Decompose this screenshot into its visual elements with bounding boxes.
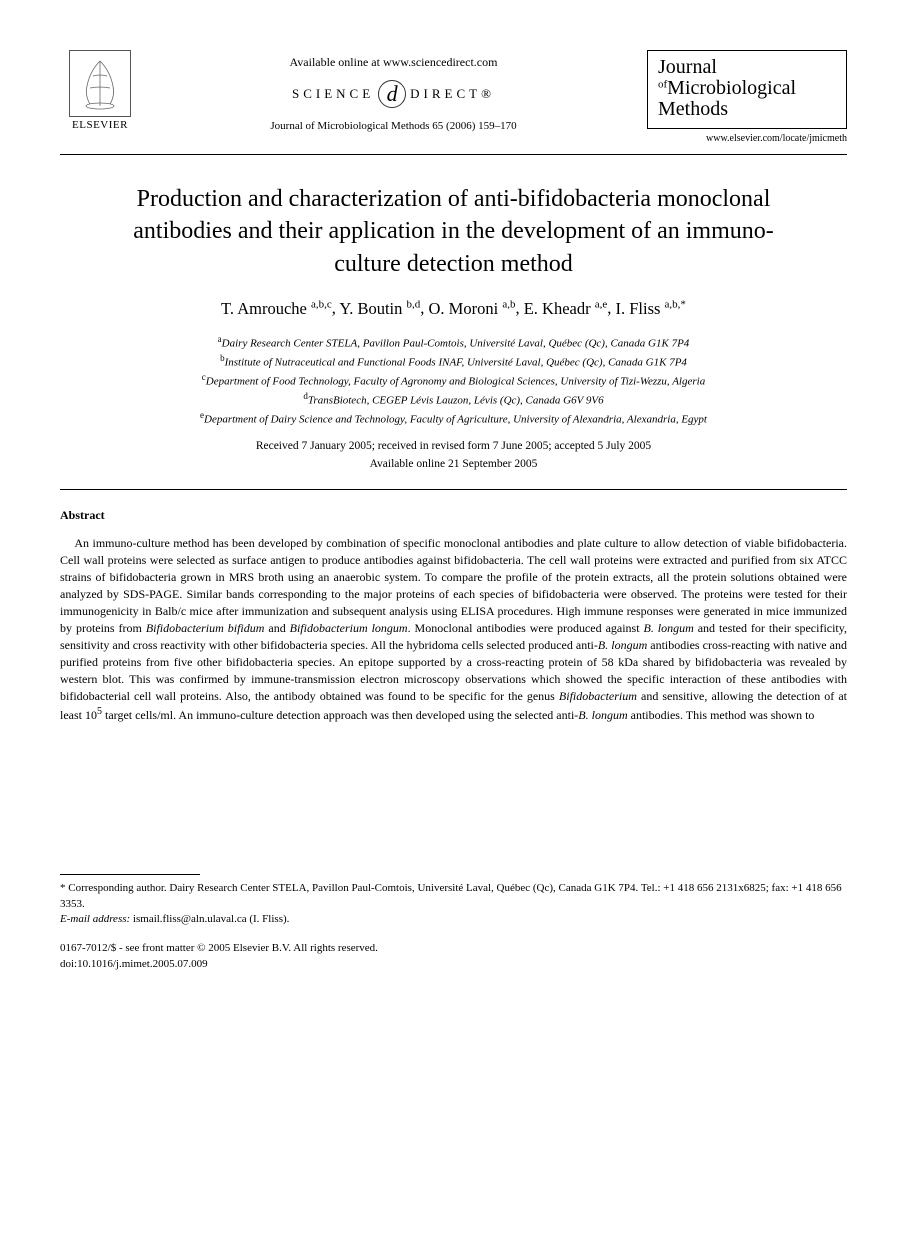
received-date: Received 7 January 2005; received in rev…	[60, 438, 847, 455]
science-direct-logo: SCIENCE d DIRECT®	[292, 80, 495, 108]
header: ELSEVIER Available online at www.science…	[60, 50, 847, 144]
journal-logo-box: Journal ofMicrobiological Methods	[647, 50, 847, 129]
footnotes: * Corresponding author. Dairy Research C…	[60, 881, 847, 927]
author: E. Kheadr a,e	[524, 299, 608, 318]
elsevier-tree-icon	[69, 50, 131, 117]
affiliation: cDepartment of Food Technology, Faculty …	[60, 371, 847, 390]
journal-url: www.elsevier.com/locate/jmicmeth	[647, 133, 847, 144]
available-online-text: Available online at www.sciencedirect.co…	[290, 55, 498, 70]
copyright-block: 0167-7012/$ - see front matter © 2005 El…	[60, 941, 847, 972]
abstract-heading: Abstract	[60, 508, 847, 523]
footer-gap	[60, 724, 847, 874]
publisher-logo-block: ELSEVIER	[60, 50, 140, 131]
author: I. Fliss a,b,*	[615, 299, 685, 318]
abstract-body: An immuno-culture method has been develo…	[60, 535, 847, 724]
sd-at-icon: d	[378, 80, 406, 108]
email-label: E-mail address:	[60, 913, 130, 925]
journal-logo-line3: Methods	[658, 99, 836, 120]
article-dates: Received 7 January 2005; received in rev…	[60, 438, 847, 473]
affiliation-list: aDairy Research Center STELA, Pavillon P…	[60, 333, 847, 429]
header-center: Available online at www.sciencedirect.co…	[140, 50, 647, 132]
author: O. Moroni a,b	[429, 299, 516, 318]
affiliation: aDairy Research Center STELA, Pavillon P…	[60, 333, 847, 352]
journal-logo-line2: Microbiological	[667, 77, 796, 99]
email-line: E-mail address: ismail.fliss@aln.ulaval.…	[60, 912, 847, 927]
journal-logo-of: of	[658, 79, 667, 91]
corresponding-author-note: * Corresponding author. Dairy Research C…	[60, 881, 847, 912]
footnote-rule	[60, 874, 200, 875]
header-rule	[60, 154, 847, 155]
copyright-line: 0167-7012/$ - see front matter © 2005 El…	[60, 941, 847, 956]
journal-logo-line1: Journal	[658, 57, 836, 78]
sd-left: SCIENCE	[292, 86, 374, 102]
article-title: Production and characterization of anti-…	[100, 183, 807, 280]
doi-line: doi:10.1016/j.mimet.2005.07.009	[60, 957, 847, 972]
email-address: ismail.fliss@aln.ulaval.ca (I. Fliss).	[133, 913, 289, 925]
author: Y. Boutin b,d	[339, 299, 420, 318]
author-list: T. Amrouche a,b,c, Y. Boutin b,d, O. Mor…	[60, 298, 847, 319]
tree-icon	[75, 56, 125, 111]
online-date: Available online 21 September 2005	[60, 456, 847, 473]
author: T. Amrouche a,b,c	[221, 299, 332, 318]
affiliation: dTransBiotech, CEGEP Lévis Lauzon, Lévis…	[60, 390, 847, 409]
journal-logo-block: Journal ofMicrobiological Methods www.el…	[647, 50, 847, 144]
affiliation: eDepartment of Dairy Science and Technol…	[60, 409, 847, 428]
publisher-name: ELSEVIER	[72, 119, 128, 131]
journal-reference: Journal of Microbiological Methods 65 (2…	[270, 120, 516, 132]
abstract-top-rule	[60, 489, 847, 490]
affiliation: bInstitute of Nutraceutical and Function…	[60, 352, 847, 371]
sd-right: DIRECT®	[410, 86, 495, 102]
